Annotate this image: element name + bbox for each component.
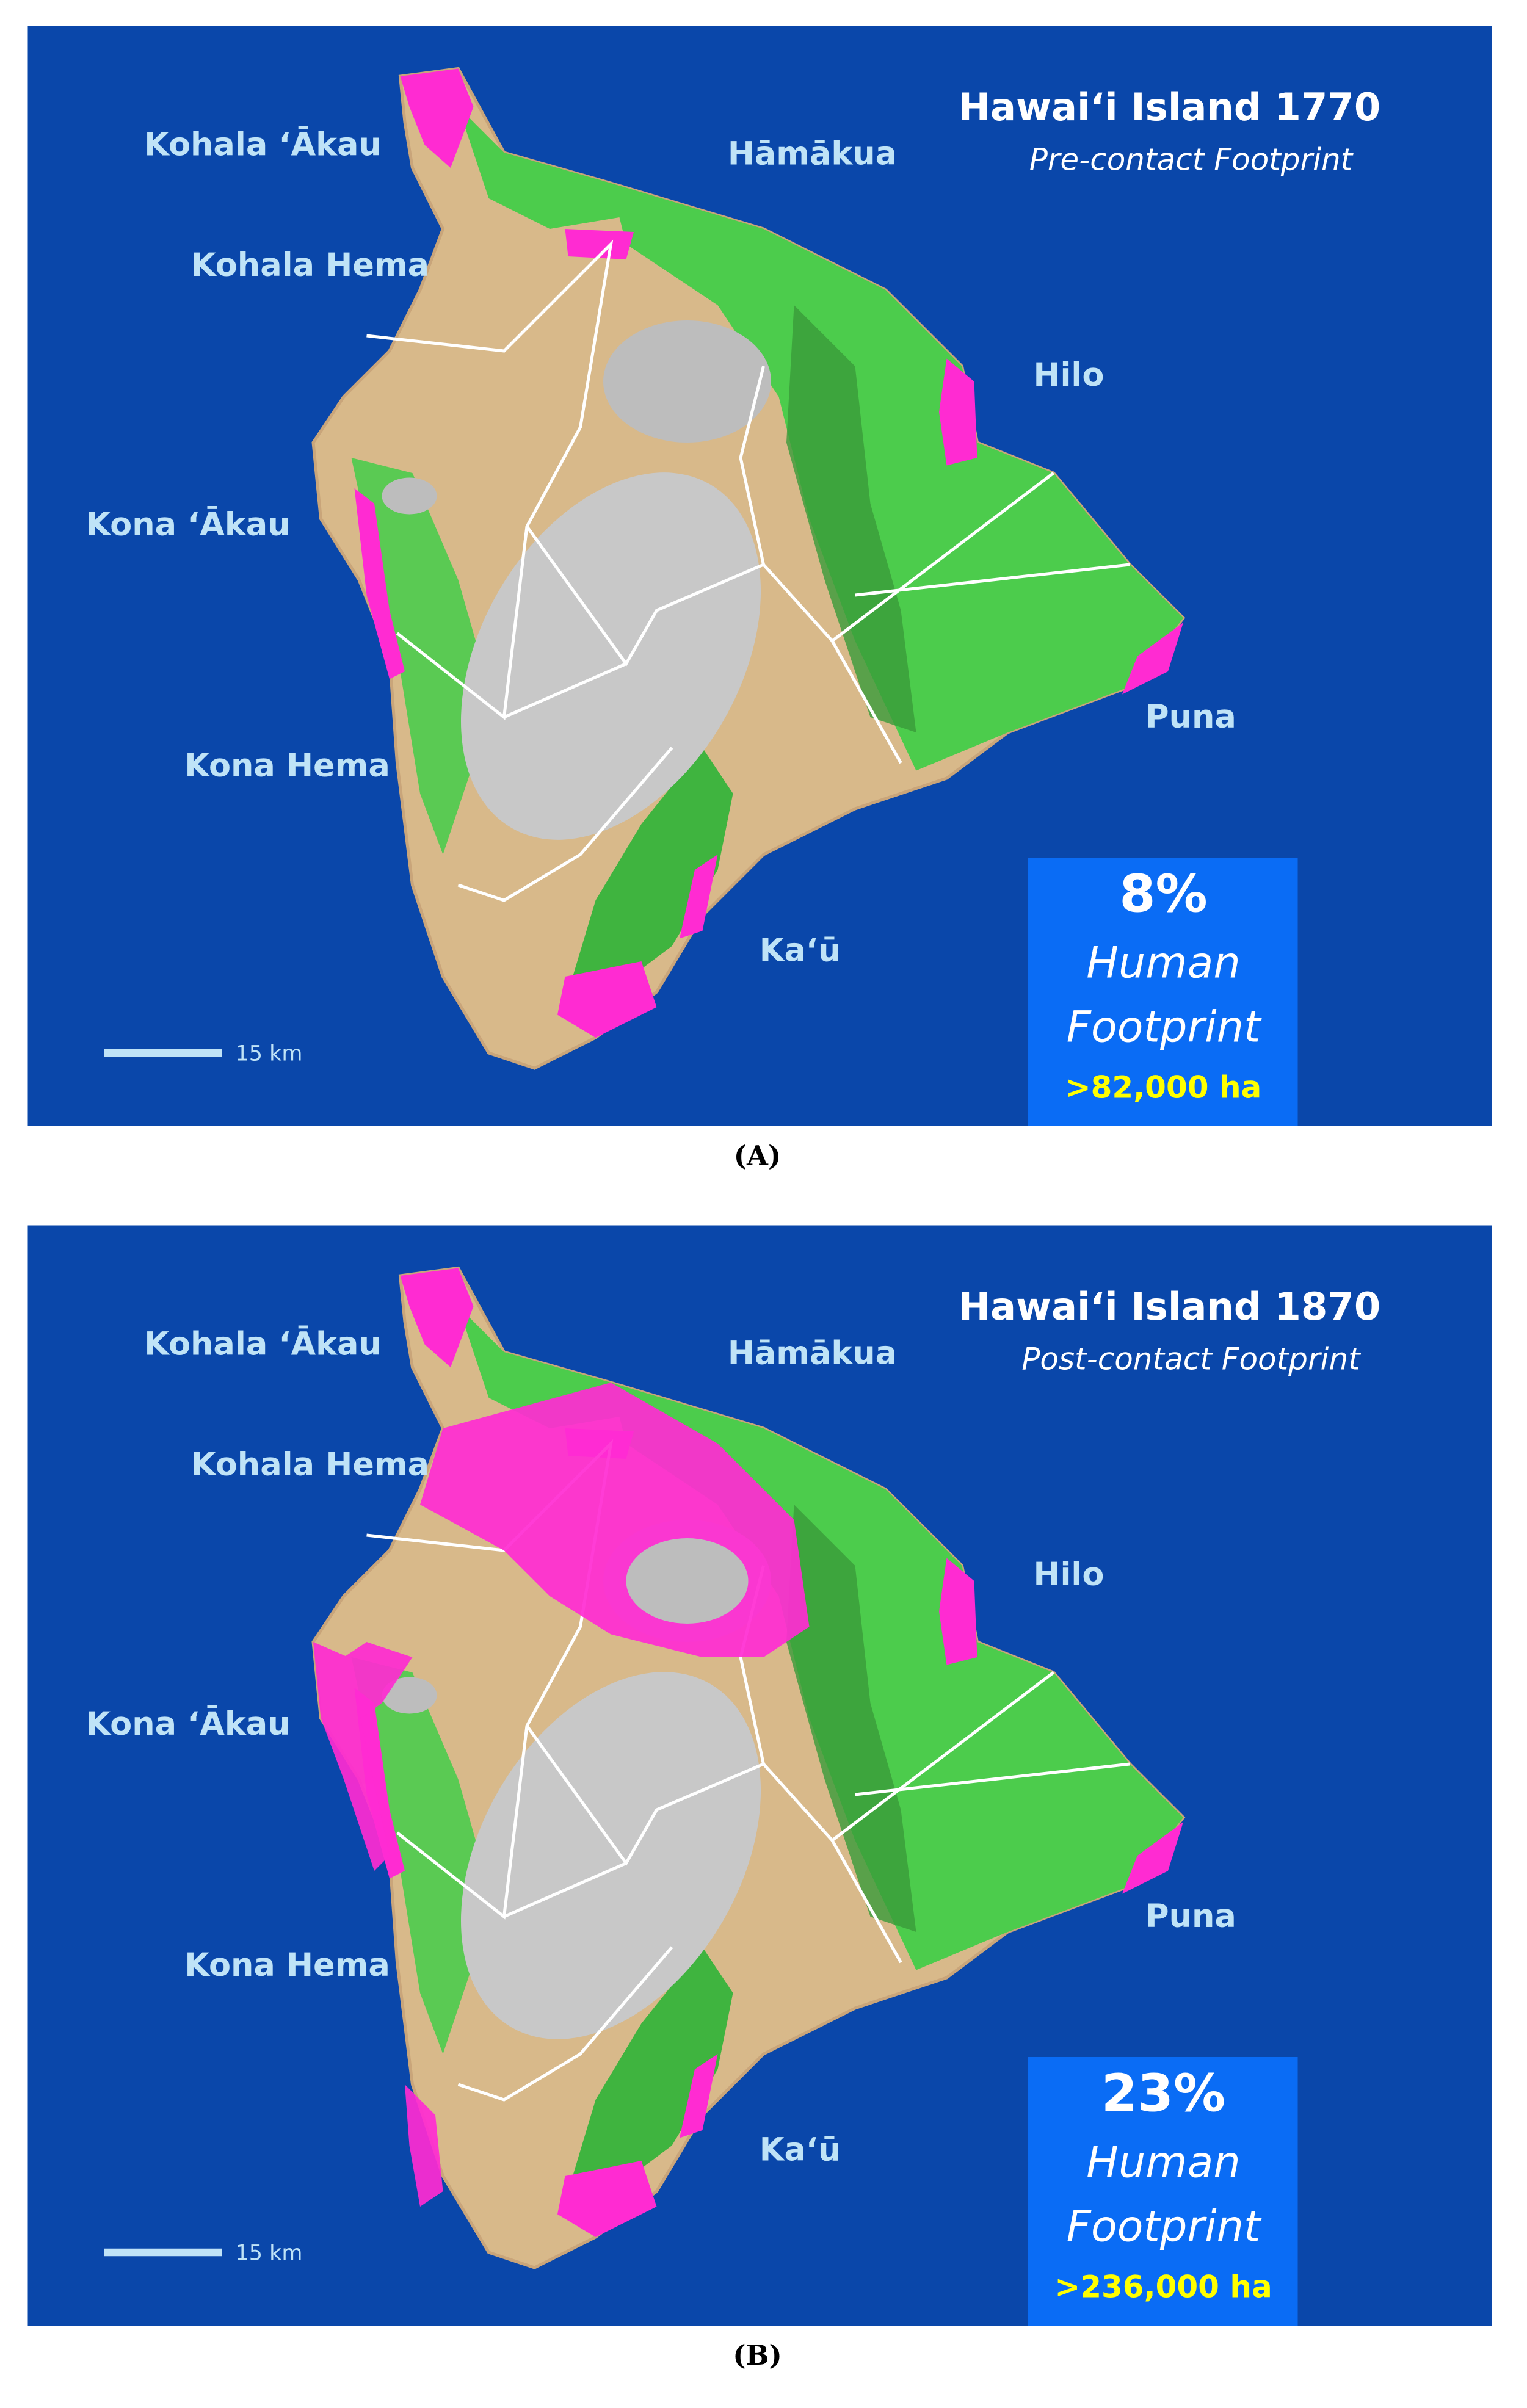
district-label: Puna: [1145, 698, 1236, 736]
scale-label: 15 km: [236, 2241, 303, 2266]
footprint-percent: 23%: [1101, 2063, 1225, 2124]
district-label: Kona ʻĀkau: [85, 1705, 290, 1743]
district-label: Hāmākua: [728, 136, 897, 173]
summit-mauna-kea: [626, 1538, 749, 1624]
footprint-kona-coast: [313, 1642, 390, 1871]
district-label: Kaʻū: [760, 932, 841, 969]
footprint-label: Footprint: [1067, 1002, 1262, 1052]
district-label: Kona Hema: [184, 747, 390, 784]
map-panel: Hawaiʻi Island 1770 Pre-contact Footprint…: [27, 26, 1492, 1172]
district-label: Kona Hema: [184, 1947, 390, 1984]
district-label: Kaʻū: [760, 2131, 841, 2169]
panel-subtitle: Post-contact Footprint: [1021, 1342, 1362, 1377]
panel-title: Hawaiʻi Island 1770: [959, 85, 1381, 129]
district-label: Kohala ʻĀkau: [144, 1325, 382, 1363]
district-label: Kohala ʻĀkau: [144, 126, 382, 164]
panel-subtitle: Pre-contact Footprint: [1029, 142, 1354, 178]
map-panel: Hawaiʻi Island 1870 Post-contact Footprin…: [27, 1225, 1492, 2371]
district-label: Kohala Hema: [191, 1446, 429, 1483]
scale-label: 15 km: [236, 1042, 303, 1066]
footprint-label: Human: [1086, 938, 1240, 988]
footprint-area: >82,000 ha: [1065, 1070, 1262, 1105]
district-label: Hāmākua: [728, 1335, 897, 1372]
panel-caption: (B): [733, 2339, 782, 2371]
footprint-label: Human: [1086, 2138, 1240, 2188]
district-label: Hilo: [1034, 1556, 1104, 1593]
panel-caption: (A): [734, 1140, 782, 1172]
district-label: Kohala Hema: [191, 247, 429, 284]
footprint-label: Footprint: [1067, 2202, 1262, 2252]
district-label: Kona ʻĀkau: [85, 505, 290, 543]
footprint-box: [1028, 2057, 1298, 2326]
district-label: Hilo: [1034, 356, 1104, 394]
footprint-percent: 8%: [1119, 864, 1207, 924]
footprint-area: >236,000 ha: [1054, 2269, 1272, 2305]
footprint-south: [405, 2084, 443, 2207]
panel-title: Hawaiʻi Island 1870: [959, 1284, 1381, 1329]
footprint-box: [1028, 858, 1298, 1126]
district-label: Puna: [1145, 1898, 1236, 1935]
